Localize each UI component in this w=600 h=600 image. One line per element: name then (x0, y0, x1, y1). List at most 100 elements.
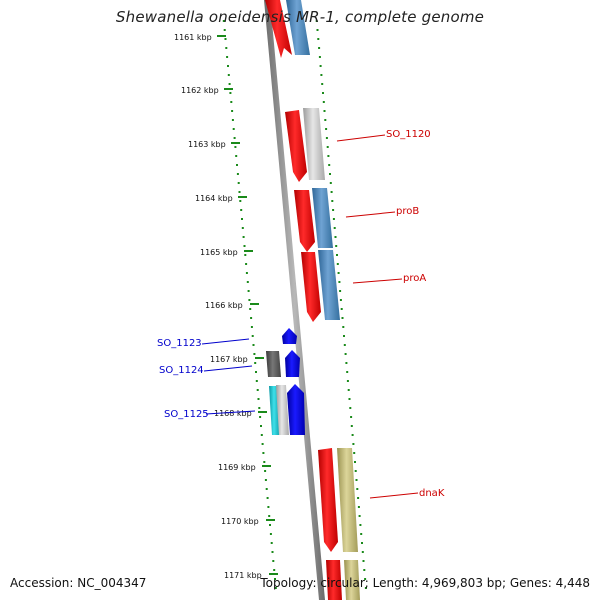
ruler-dot (353, 452, 356, 454)
ruler-dot (357, 506, 360, 508)
ruler-dot (331, 200, 334, 202)
ruler-dot (270, 542, 273, 544)
feature-grey-so1125[interactable] (276, 385, 289, 435)
ruler-dot (223, 29, 226, 31)
ruler-dot (266, 497, 269, 499)
ruler-dot (224, 38, 227, 40)
cds-so1120[interactable] (285, 110, 307, 182)
gene-label-so1125[interactable]: SO_1125 (164, 409, 209, 420)
gene-label-so1120[interactable]: SO_1120 (386, 129, 431, 140)
ruler-dot (364, 587, 367, 589)
ruler-dot (336, 254, 338, 256)
cds-so1125[interactable] (287, 384, 305, 435)
ruler-dot (249, 308, 252, 310)
ruler-dot (330, 191, 333, 193)
ruler-dot (336, 263, 339, 265)
ruler-dot (321, 83, 324, 85)
ruler-dot (337, 272, 340, 274)
gene-label-proa[interactable]: proA (403, 273, 426, 284)
tick-label: 1164 kbp (195, 194, 233, 203)
ruler-dotted-track-left (222, 20, 277, 589)
ruler-dot (269, 524, 271, 526)
feature-dark-so1124[interactable] (266, 351, 281, 377)
ruler-dot (358, 515, 361, 517)
ruler-dot (354, 461, 356, 463)
cds-so1123[interactable] (282, 328, 297, 344)
ruler-dot (247, 290, 250, 292)
ruler-dot (263, 461, 266, 463)
gene-label-dnak[interactable]: dnaK (419, 488, 445, 499)
feature-steelblue-proa[interactable] (318, 250, 340, 320)
ruler-dot (250, 317, 253, 319)
cds-red-top[interactable] (265, 0, 292, 58)
ruler-dot (230, 101, 233, 103)
ruler-dot (319, 65, 322, 67)
tick-label: 1163 kbp (188, 140, 226, 149)
ruler-dot (359, 524, 362, 526)
tick-mark (255, 357, 264, 359)
gene-label-so1123[interactable]: SO_1123 (157, 338, 202, 349)
gene-label-so1124[interactable]: SO_1124 (159, 365, 204, 376)
feature-khaki-dnak[interactable] (337, 448, 358, 552)
map-title: Shewanella oneidensis MR-1, complete gen… (115, 8, 485, 26)
ruler-dot (273, 569, 276, 571)
topology-text: Topology: circular; Length: 4,969,803 bp… (260, 576, 590, 590)
ruler-dot (245, 272, 248, 274)
ruler-dot (227, 74, 230, 76)
tick-label: 1171 kbp (224, 571, 262, 580)
ruler-dot (356, 488, 359, 490)
ruler-dot (343, 344, 346, 346)
ruler-dot (261, 443, 264, 445)
tick-label: 1166 kbp (205, 301, 243, 310)
ruler-dot (258, 407, 261, 409)
feature-steelblue-prob[interactable] (312, 188, 333, 248)
cds-so1124[interactable] (285, 350, 300, 377)
ruler-dot (255, 371, 257, 373)
cds-dnak[interactable] (318, 448, 338, 552)
ruler-dot (328, 164, 331, 166)
cds-red-bottom[interactable] (326, 560, 342, 600)
ruler-dot (335, 245, 338, 247)
ruler-dot (252, 344, 255, 346)
gene-label-prob[interactable]: proB (396, 206, 419, 217)
ruler-dot (326, 146, 329, 148)
tick-mark (217, 35, 226, 37)
tick-label: 1161 kbp (174, 33, 212, 42)
feature-track (265, 0, 360, 600)
ruler-dot (346, 371, 349, 373)
tick-label: 1169 kbp (218, 463, 256, 472)
ruler-dot (257, 398, 260, 400)
ruler-dot (348, 398, 351, 400)
ruler-dot (325, 128, 328, 130)
tick-mark (244, 250, 253, 252)
ruler-dot (246, 281, 249, 283)
ruler-dot (339, 290, 342, 292)
ruler-dot (245, 263, 248, 265)
ruler-dot (329, 182, 332, 184)
feature-steelblue-top[interactable] (286, 0, 310, 55)
ruler-dot (361, 551, 364, 553)
tick-label: 1165 kbp (200, 248, 238, 257)
cds-proa[interactable] (301, 252, 321, 322)
ruler-dot (351, 434, 354, 436)
ruler-dot (357, 497, 360, 499)
ruler-dot (347, 389, 350, 391)
ruler-dot (244, 254, 247, 256)
feature-grey-so1120[interactable] (303, 108, 325, 180)
ruler-dot (262, 452, 265, 454)
ruler-dot (350, 416, 353, 418)
ruler-dot (344, 353, 347, 355)
cds-prob[interactable] (294, 190, 315, 252)
ruler-dot (228, 83, 231, 85)
ruler-dot (242, 236, 245, 238)
ruler-dot (225, 47, 228, 49)
ruler-dot (255, 380, 258, 382)
ruler-dot (339, 299, 342, 301)
ruler-dot (248, 299, 251, 301)
ruler-dot (231, 110, 234, 112)
ruler-dot (364, 578, 367, 580)
ruler-dot (234, 146, 237, 148)
ruler-dotted-track-right (315, 20, 367, 589)
feature-khaki-bottom[interactable] (344, 560, 360, 600)
